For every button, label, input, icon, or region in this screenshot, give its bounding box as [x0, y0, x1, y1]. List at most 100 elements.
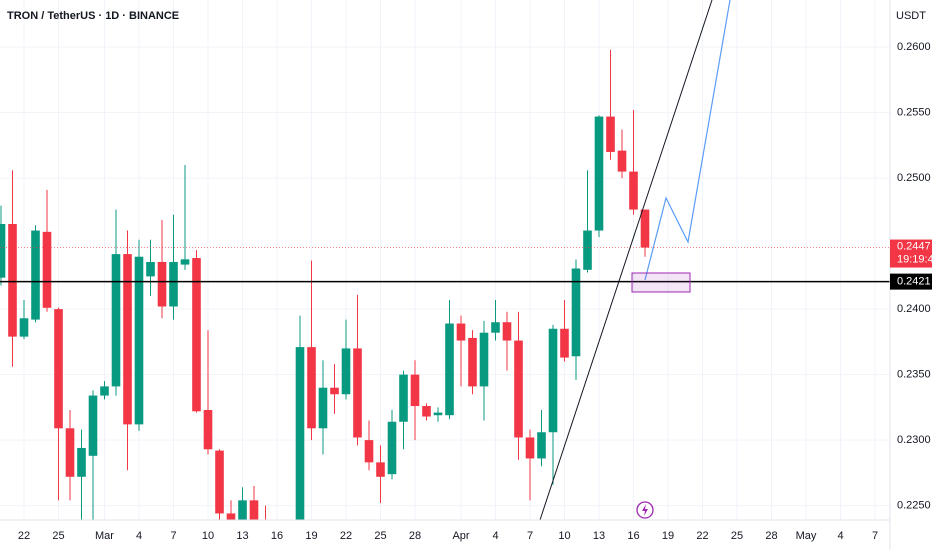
- candle-body: [583, 230, 592, 270]
- candle-body: [65, 428, 75, 477]
- y-tick-label: 0.2250: [897, 499, 931, 511]
- event-icon-bolt: [642, 504, 648, 516]
- x-tick-label: 22: [18, 530, 30, 542]
- x-tick-label: May: [796, 530, 817, 542]
- candle-body: [8, 223, 17, 337]
- grid: [0, 0, 890, 520]
- candle-body: [146, 261, 155, 277]
- candle-body: [640, 209, 650, 248]
- y-tick-label: 0.2300: [897, 434, 931, 446]
- candle-body: [364, 440, 374, 463]
- x-tick-label: 28: [409, 530, 421, 542]
- candle-body: [629, 171, 638, 210]
- candle-body: [330, 387, 339, 395]
- x-tick-label: 7: [872, 530, 878, 542]
- candle-body: [54, 309, 63, 429]
- x-tick-label: Mar: [95, 530, 114, 542]
- candle-body: [353, 348, 362, 438]
- candle-body: [169, 261, 178, 307]
- x-tick-label: 7: [527, 530, 533, 542]
- trend-line: [539, 0, 713, 520]
- candle-body: [399, 374, 408, 422]
- candle-body: [491, 322, 500, 333]
- x-tick-label: 10: [202, 530, 214, 542]
- y-tick-label: 0.2400: [897, 303, 931, 315]
- candle-body: [284, 545, 293, 550]
- x-tick-label: 19: [305, 530, 317, 542]
- candle-body: [157, 261, 167, 307]
- candle-body: [514, 340, 523, 438]
- candle-body: [456, 323, 466, 341]
- candle-body: [203, 409, 213, 450]
- x-tick-label: 10: [558, 530, 570, 542]
- candle-body: [548, 328, 558, 433]
- x-tick-label: 13: [236, 530, 248, 542]
- y-tick-label: 0.2550: [897, 107, 931, 119]
- axes: 0.2250 0.2300 0.2350 0.2400 0.2500 0.2550 0.26…: [18, 41, 932, 542]
- candle-body: [410, 374, 420, 407]
- last-price-label: 0.2447: [897, 240, 931, 252]
- symbol-title: TRON / TetherUS · 1D · BINANCE: [7, 10, 179, 22]
- x-tick-label: 22: [696, 530, 708, 542]
- currency[interactable]: USDT: [896, 10, 926, 22]
- candle-body: [571, 268, 581, 357]
- level-badge: [890, 273, 932, 290]
- projection-path: [644, 0, 731, 281]
- y-tick-label: 0.2350: [897, 369, 931, 381]
- candle-body: [134, 256, 144, 425]
- x-tick-label: 4: [492, 530, 498, 542]
- candle-body: [226, 513, 236, 520]
- candle-body: [42, 231, 52, 308]
- candle-body: [537, 432, 546, 459]
- y-tick-label: 0.2600: [897, 41, 931, 53]
- x-tick-label: 22: [340, 530, 352, 542]
- candle-body: [88, 395, 98, 456]
- candle-body: [594, 116, 604, 231]
- x-tick-label: 16: [271, 530, 283, 542]
- candle-body: [468, 337, 477, 387]
- candle-body: [502, 322, 512, 341]
- x-tick-label: 7: [170, 530, 176, 542]
- candle-body: [376, 462, 385, 477]
- candle-body: [180, 259, 190, 265]
- candle-body: [295, 347, 305, 520]
- x-tick-label: 16: [627, 530, 639, 542]
- x-tick-label: 4: [136, 530, 142, 542]
- candle-body: [307, 347, 316, 429]
- candle-body: [19, 318, 29, 337]
- level-label: 0.2421: [897, 276, 931, 288]
- candle-body: [0, 223, 6, 278]
- candle-body: [617, 150, 627, 172]
- candle-body: [525, 437, 535, 459]
- last-price-badge: [890, 239, 932, 268]
- candle-body: [215, 450, 224, 514]
- candle-body: [445, 323, 454, 416]
- candle-body: [238, 500, 247, 520]
- candle-body: [341, 348, 351, 395]
- candle-body: [111, 254, 121, 387]
- candle-body: [318, 387, 328, 429]
- candle-body: [422, 406, 431, 417]
- candle-body: [192, 258, 201, 412]
- x-tick-label: 25: [52, 530, 64, 542]
- candle-body: [31, 230, 40, 320]
- candle-body: [606, 116, 615, 152]
- candle-body: [387, 421, 397, 475]
- candle-body: [100, 386, 109, 396]
- candle-body: [123, 254, 132, 425]
- target-box: [631, 272, 691, 293]
- x-tick-label: 19: [662, 530, 674, 542]
- candle-body: [479, 332, 489, 387]
- x-tick-label: 28: [765, 530, 777, 542]
- countdown-label: 19:19:44: [897, 253, 932, 265]
- x-tick-label: 25: [374, 530, 386, 542]
- x-tick-label: Apr: [452, 530, 469, 542]
- plot: [0, 49, 890, 550]
- candle-body: [433, 412, 443, 416]
- x-tick-label: 13: [593, 530, 605, 542]
- candle-body: [77, 447, 86, 477]
- candle-body: [560, 328, 569, 358]
- candle-body: [261, 524, 270, 532]
- x-tick-label: 4: [837, 530, 843, 542]
